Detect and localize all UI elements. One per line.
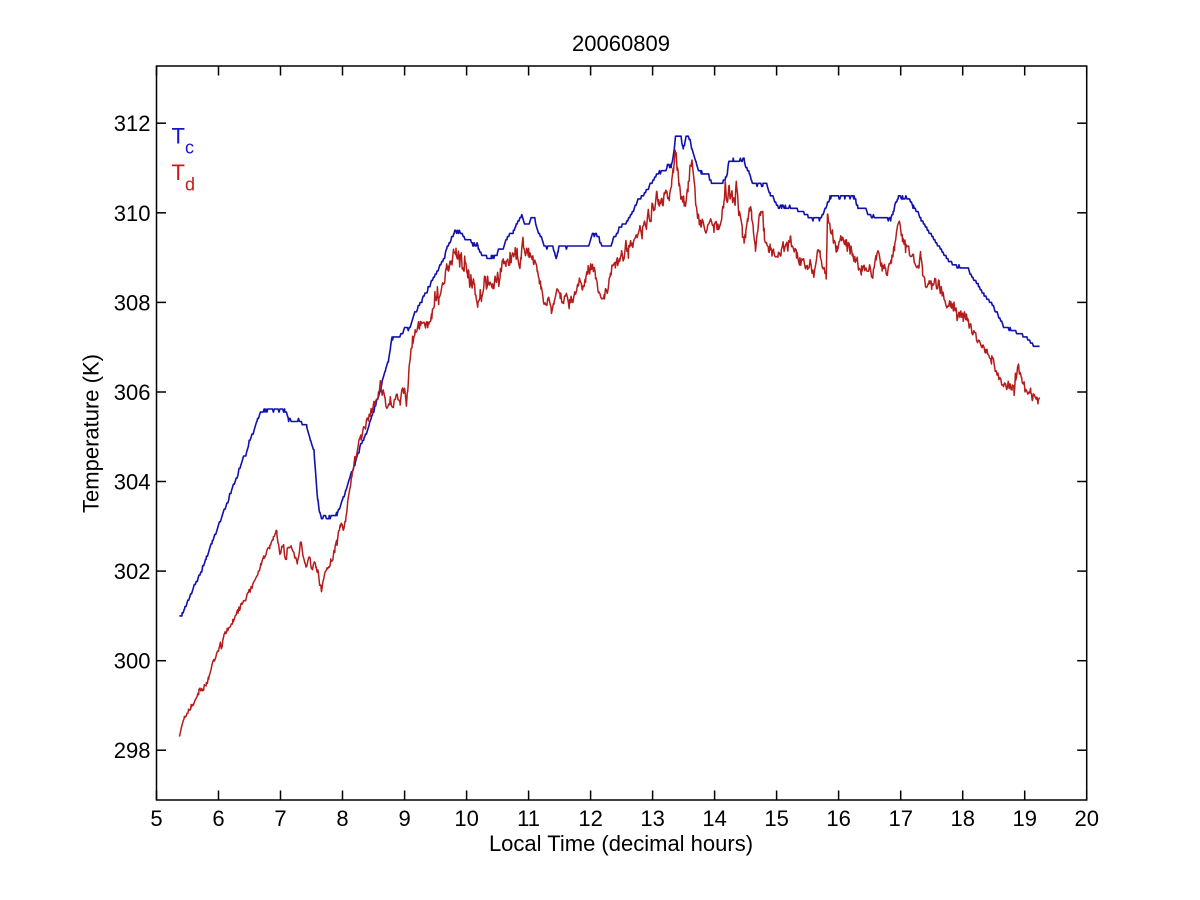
svg-text:6: 6 bbox=[212, 806, 224, 831]
svg-text:14: 14 bbox=[702, 806, 726, 831]
svg-text:20: 20 bbox=[1074, 806, 1098, 831]
svg-text:308: 308 bbox=[114, 290, 151, 315]
svg-text:5: 5 bbox=[150, 806, 162, 831]
svg-text:7: 7 bbox=[274, 806, 286, 831]
svg-text:9: 9 bbox=[398, 806, 410, 831]
svg-text:12: 12 bbox=[578, 806, 602, 831]
svg-text:304: 304 bbox=[114, 470, 151, 495]
svg-text:18: 18 bbox=[950, 806, 974, 831]
svg-text:10: 10 bbox=[454, 806, 478, 831]
svg-text:Temperature (K): Temperature (K) bbox=[79, 354, 104, 513]
svg-text:306: 306 bbox=[114, 380, 151, 405]
svg-text:302: 302 bbox=[114, 559, 151, 584]
svg-text:17: 17 bbox=[888, 806, 912, 831]
svg-text:300: 300 bbox=[114, 649, 151, 674]
svg-text:11: 11 bbox=[517, 806, 540, 831]
svg-text:8: 8 bbox=[336, 806, 348, 831]
svg-text:16: 16 bbox=[826, 806, 850, 831]
svg-text:15: 15 bbox=[764, 806, 788, 831]
svg-text:20060809: 20060809 bbox=[572, 31, 670, 56]
svg-text:312: 312 bbox=[114, 111, 151, 136]
svg-text:298: 298 bbox=[114, 738, 151, 763]
svg-text:310: 310 bbox=[114, 201, 151, 226]
svg-text:19: 19 bbox=[1012, 806, 1036, 831]
svg-text:Local Time (decimal hours): Local Time (decimal hours) bbox=[489, 831, 753, 856]
svg-text:13: 13 bbox=[640, 806, 664, 831]
